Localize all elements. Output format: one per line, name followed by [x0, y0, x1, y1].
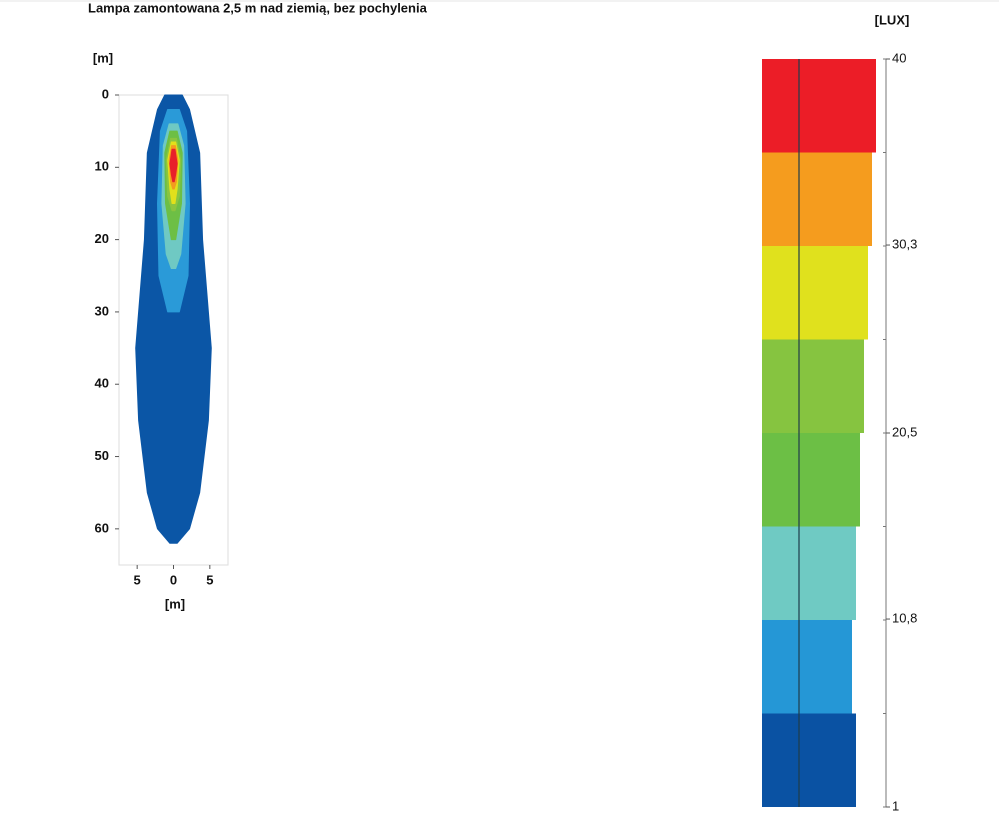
x-tick-label: 5: [206, 572, 213, 587]
colorbar-band: [762, 713, 856, 807]
colorbar-band: [762, 246, 868, 340]
colorbar-band: [762, 526, 856, 620]
colorbar-tick-label: 10,8: [892, 610, 917, 625]
colorbar-tick-label: 20,5: [892, 424, 917, 439]
colorbar-band: [762, 620, 852, 714]
y-tick-label: 10: [95, 159, 109, 174]
x-tick-label: 5: [134, 572, 141, 587]
colorbar-tick-label: 1: [892, 798, 899, 813]
y-tick-label: 20: [95, 231, 109, 246]
x-axis-label: [m]: [165, 596, 185, 611]
y-tick-label: 0: [102, 86, 109, 101]
colorbar-band: [762, 152, 872, 246]
colorbar-band: [762, 59, 876, 153]
colorbar-band: [762, 433, 860, 527]
isolux-contour: [169, 148, 178, 183]
colorbar-tick-label: 30,3: [892, 236, 917, 251]
y-tick-label: 60: [95, 520, 109, 535]
y-tick-label: 30: [95, 303, 109, 318]
y-tick-label: 40: [95, 376, 109, 391]
colorbar-tick-label: 40: [892, 50, 906, 65]
colorbar-band: [762, 339, 864, 433]
isolux-contour: [135, 94, 212, 544]
colorbar-label: [LUX]: [875, 12, 910, 27]
y-axis-label: [m]: [93, 50, 113, 65]
y-tick-label: 50: [95, 448, 109, 463]
x-tick-label: 0: [170, 572, 177, 587]
chart-title: Lampa zamontowana 2,5 m nad ziemią, bez …: [88, 0, 428, 15]
